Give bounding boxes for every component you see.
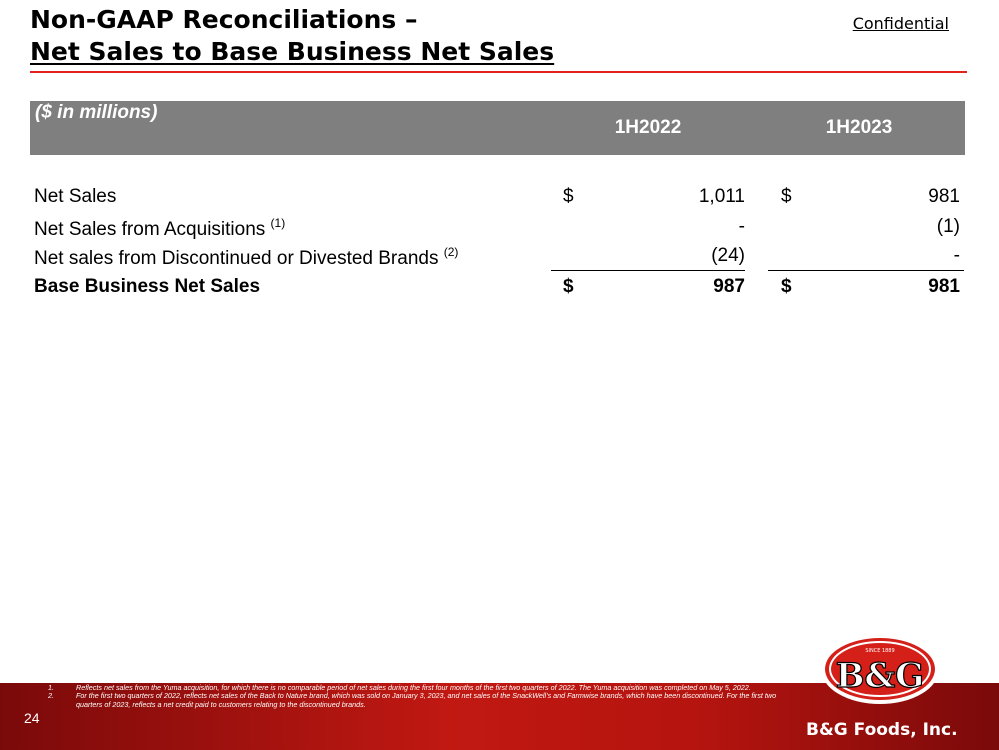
title-divider bbox=[30, 71, 967, 73]
svg-text:SINCE 1889: SINCE 1889 bbox=[865, 648, 894, 654]
value-1h2022: - bbox=[738, 216, 745, 237]
currency-symbol: $ bbox=[563, 186, 574, 207]
table-header-band bbox=[30, 101, 965, 155]
units-label: ($ in millions) bbox=[35, 102, 158, 123]
table-row: Net Sales from Acquisitions (1) - (1) bbox=[0, 216, 999, 244]
subtotal-rule-1h2023 bbox=[768, 270, 964, 271]
value-1h2023: (1) bbox=[936, 216, 960, 237]
value-1h2022: 1,011 bbox=[698, 186, 745, 207]
value-1h2022: (24) bbox=[711, 245, 745, 266]
subtotal-rule-1h2022 bbox=[551, 270, 745, 271]
footnote-marker: (2) bbox=[443, 245, 459, 259]
column-header-1h2022: 1H2022 bbox=[614, 117, 682, 138]
footnote: 1. Reflects net sales from the Yuma acqu… bbox=[48, 683, 751, 692]
value-1h2023: 981 bbox=[928, 276, 960, 297]
table-row: Net Sales $ 1,011 $ 981 bbox=[0, 186, 999, 214]
row-label: Net Sales bbox=[34, 186, 117, 207]
value-1h2023: 981 bbox=[928, 186, 960, 207]
footer-bar bbox=[0, 683, 999, 750]
footnote: 2. For the first two quarters of 2022, r… bbox=[48, 691, 777, 709]
value-1h2022: 987 bbox=[713, 276, 745, 297]
row-label: Base Business Net Sales bbox=[34, 276, 261, 297]
row-label: Net sales from Discontinued or Divested … bbox=[34, 245, 459, 269]
page-number: 24 bbox=[24, 710, 40, 726]
company-name: B&G Foods, Inc. bbox=[806, 720, 958, 740]
table-row: Net sales from Discontinued or Divested … bbox=[0, 245, 999, 273]
currency-symbol: $ bbox=[781, 186, 792, 207]
footnote-marker: (1) bbox=[270, 216, 286, 230]
column-header-1h2023: 1H2023 bbox=[825, 117, 893, 138]
footnotes: 1. Reflects net sales from the Yuma acqu… bbox=[48, 683, 788, 709]
svg-text:B&G: B&G bbox=[836, 656, 924, 696]
slide-title: Non-GAAP Reconciliations – Net Sales to … bbox=[30, 4, 554, 68]
title-line-2: Net Sales to Base Business Net Sales bbox=[30, 37, 555, 66]
currency-symbol: $ bbox=[563, 276, 574, 297]
table-row-total: Base Business Net Sales $ 987 $ 981 bbox=[0, 276, 999, 304]
bg-foods-logo-icon: SINCE 1889 B&G bbox=[819, 632, 941, 706]
value-1h2023: - bbox=[953, 245, 960, 266]
title-line-1: Non-GAAP Reconciliations – bbox=[30, 5, 418, 34]
confidential-label: Confidential bbox=[852, 14, 949, 33]
row-label: Net Sales from Acquisitions (1) bbox=[34, 216, 286, 240]
currency-symbol: $ bbox=[781, 276, 792, 297]
